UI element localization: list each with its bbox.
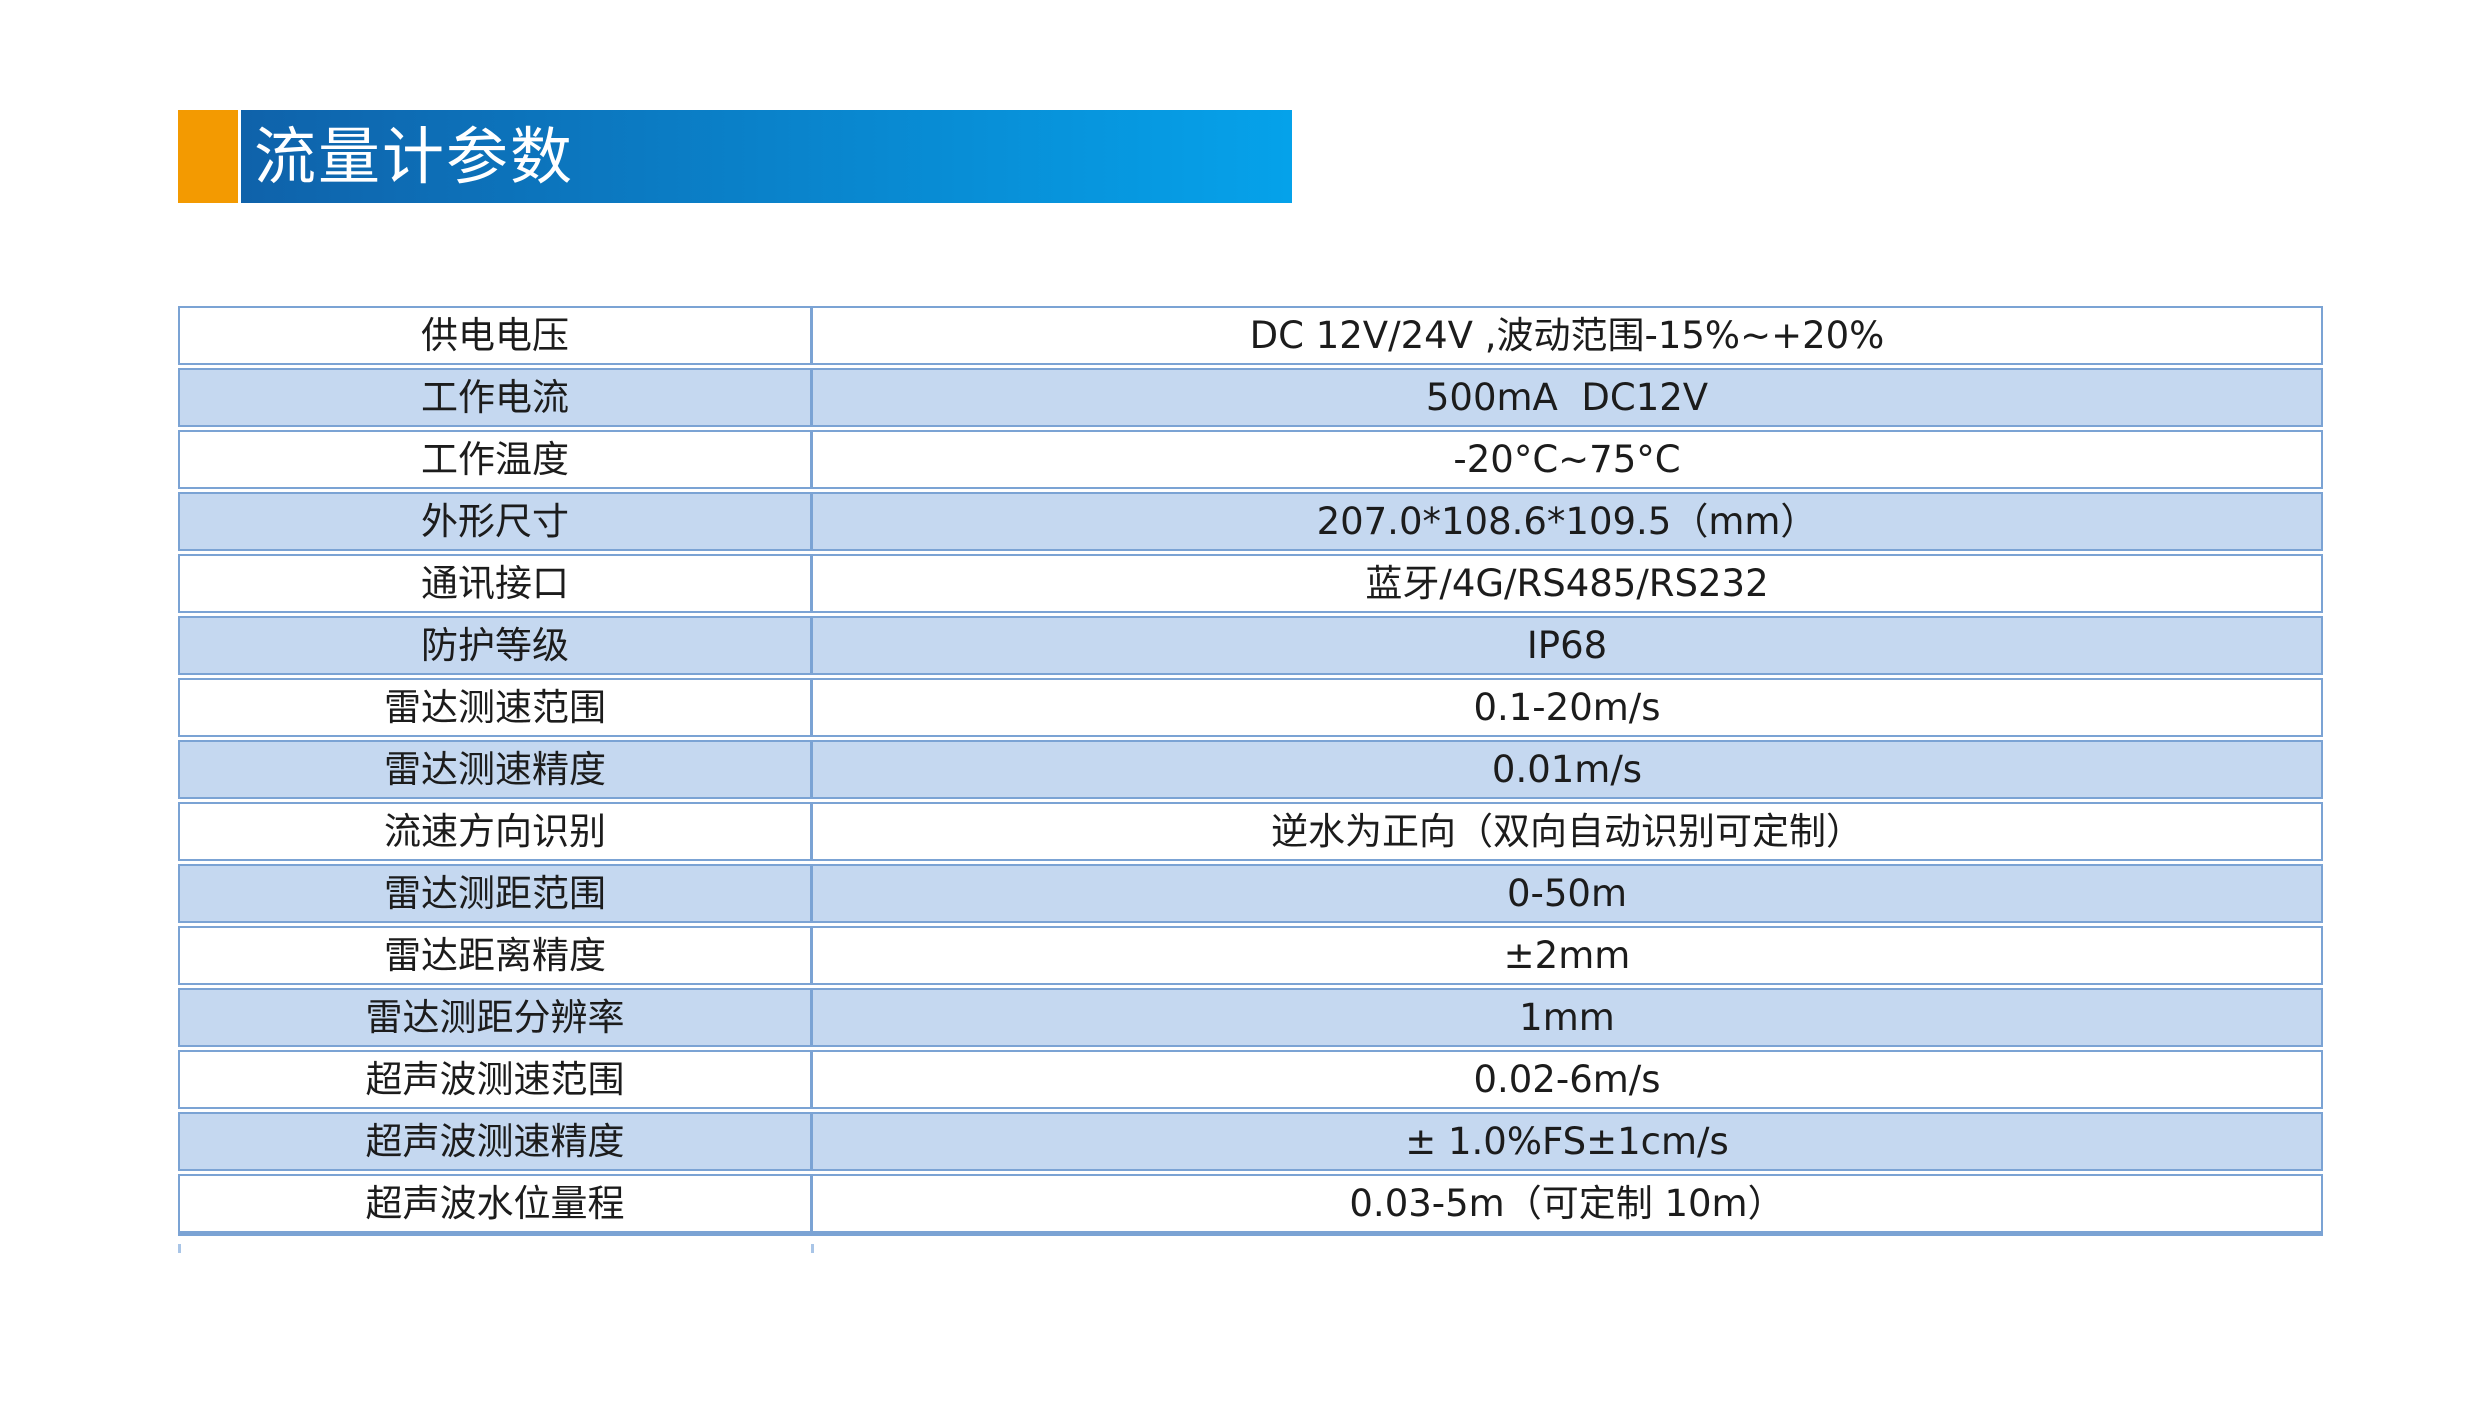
table-row: 外形尺寸 207.0*108.6*109.5（mm） bbox=[178, 492, 2323, 551]
table-row: 雷达测距分辨率 1mm bbox=[178, 988, 2323, 1047]
parameter-label-cell: 供电电压 bbox=[180, 308, 813, 363]
table-row: 雷达测距范围 0-50m bbox=[178, 864, 2323, 923]
parameter-label-cell: 雷达距离精度 bbox=[180, 928, 813, 983]
table-row: 供电电压 DC 12V/24V ,波动范围-15%~+20% bbox=[178, 306, 2323, 365]
table-row: 超声波测速范围 0.02-6m/s bbox=[178, 1050, 2323, 1109]
parameter-value-cell: ± 1.0%FS±1cm/s bbox=[1405, 1120, 1729, 1163]
parameter-value-cell: 1mm bbox=[1519, 996, 1615, 1039]
parameter-label-cell: 通讯接口 bbox=[180, 556, 813, 611]
spec-table-rows: 供电电压 DC 12V/24V ,波动范围-15%~+20% 工作电流 500mA D… bbox=[178, 306, 2323, 1236]
parameter-value-cell: 0.01m/s bbox=[1491, 748, 1643, 791]
parameter-label-cell: 工作温度 bbox=[180, 432, 813, 487]
table-row: 超声波测速精度 ± 1.0%FS±1cm/s bbox=[178, 1112, 2323, 1171]
banner-accent-square bbox=[178, 110, 238, 203]
parameter-value-cell: IP68 bbox=[1526, 624, 1608, 667]
banner-title-bar: 流量计参数 bbox=[241, 110, 1292, 203]
parameter-label-cell: 超声波测速范围 bbox=[180, 1052, 813, 1107]
parameter-value-cell: 207.0*108.6*109.5（mm） bbox=[1316, 500, 1818, 543]
parameter-value-cell: 0.02-6m/s bbox=[1473, 1058, 1661, 1101]
remnant-tick-left bbox=[178, 1244, 181, 1253]
parameter-value-cell: 逆水为正向（双向自动识别可定制） bbox=[1271, 810, 1863, 853]
table-row: 雷达测速精度 0.01m/s bbox=[178, 740, 2323, 799]
table-row: 工作温度 -20°C~75°C bbox=[178, 430, 2323, 489]
banner-accent-gap bbox=[238, 110, 241, 203]
parameter-label-cell: 外形尺寸 bbox=[180, 494, 813, 549]
table-row: 超声波水位量程 0.03-5m（可定制 10m） bbox=[178, 1174, 2323, 1236]
parameter-value-cell: 蓝牙/4G/RS485/RS232 bbox=[1365, 562, 1769, 605]
parameter-label-cell: 防护等级 bbox=[180, 618, 813, 673]
table-bottom-remnant bbox=[178, 1244, 2323, 1254]
parameter-label-cell: 流速方向识别 bbox=[180, 804, 813, 859]
table-row: 雷达测速范围 0.1-20m/s bbox=[178, 678, 2323, 737]
parameter-value-cell: ±2mm bbox=[1503, 934, 1631, 977]
remnant-tick-divider bbox=[811, 1244, 814, 1253]
parameter-value-cell: DC 12V/24V ,波动范围-15%~+20% bbox=[1249, 314, 1885, 357]
parameter-label-cell: 超声波水位量程 bbox=[180, 1176, 813, 1231]
table-row: 工作电流 500mA DC12V bbox=[178, 368, 2323, 427]
table-row: 雷达距离精度 ±2mm bbox=[178, 926, 2323, 985]
table-row: 通讯接口 蓝牙/4G/RS485/RS232 bbox=[178, 554, 2323, 613]
parameter-value-cell: 0.03-5m（可定制 10m） bbox=[1349, 1182, 1785, 1225]
section-banner: 流量计参数 bbox=[178, 110, 1292, 203]
parameter-value-cell: -20°C~75°C bbox=[1453, 438, 1681, 481]
parameter-label-cell: 工作电流 bbox=[180, 370, 813, 425]
table-row: 防护等级 IP68 bbox=[178, 616, 2323, 675]
parameter-value-cell: 500mA DC12V bbox=[1425, 376, 1709, 419]
parameter-value-cell: 0-50m bbox=[1506, 872, 1627, 915]
parameter-label-cell: 超声波测速精度 bbox=[180, 1114, 813, 1169]
parameter-label-cell: 雷达测距分辨率 bbox=[180, 990, 813, 1045]
parameter-label-cell: 雷达测速范围 bbox=[180, 680, 813, 735]
table-row: 流速方向识别 逆水为正向（双向自动识别可定制） bbox=[178, 802, 2323, 861]
parameter-label-cell: 雷达测距范围 bbox=[180, 866, 813, 921]
parameter-label-cell: 雷达测速精度 bbox=[180, 742, 813, 797]
parameter-value-cell: 0.1-20m/s bbox=[1473, 686, 1661, 729]
page-title: 流量计参数 bbox=[254, 120, 575, 193]
